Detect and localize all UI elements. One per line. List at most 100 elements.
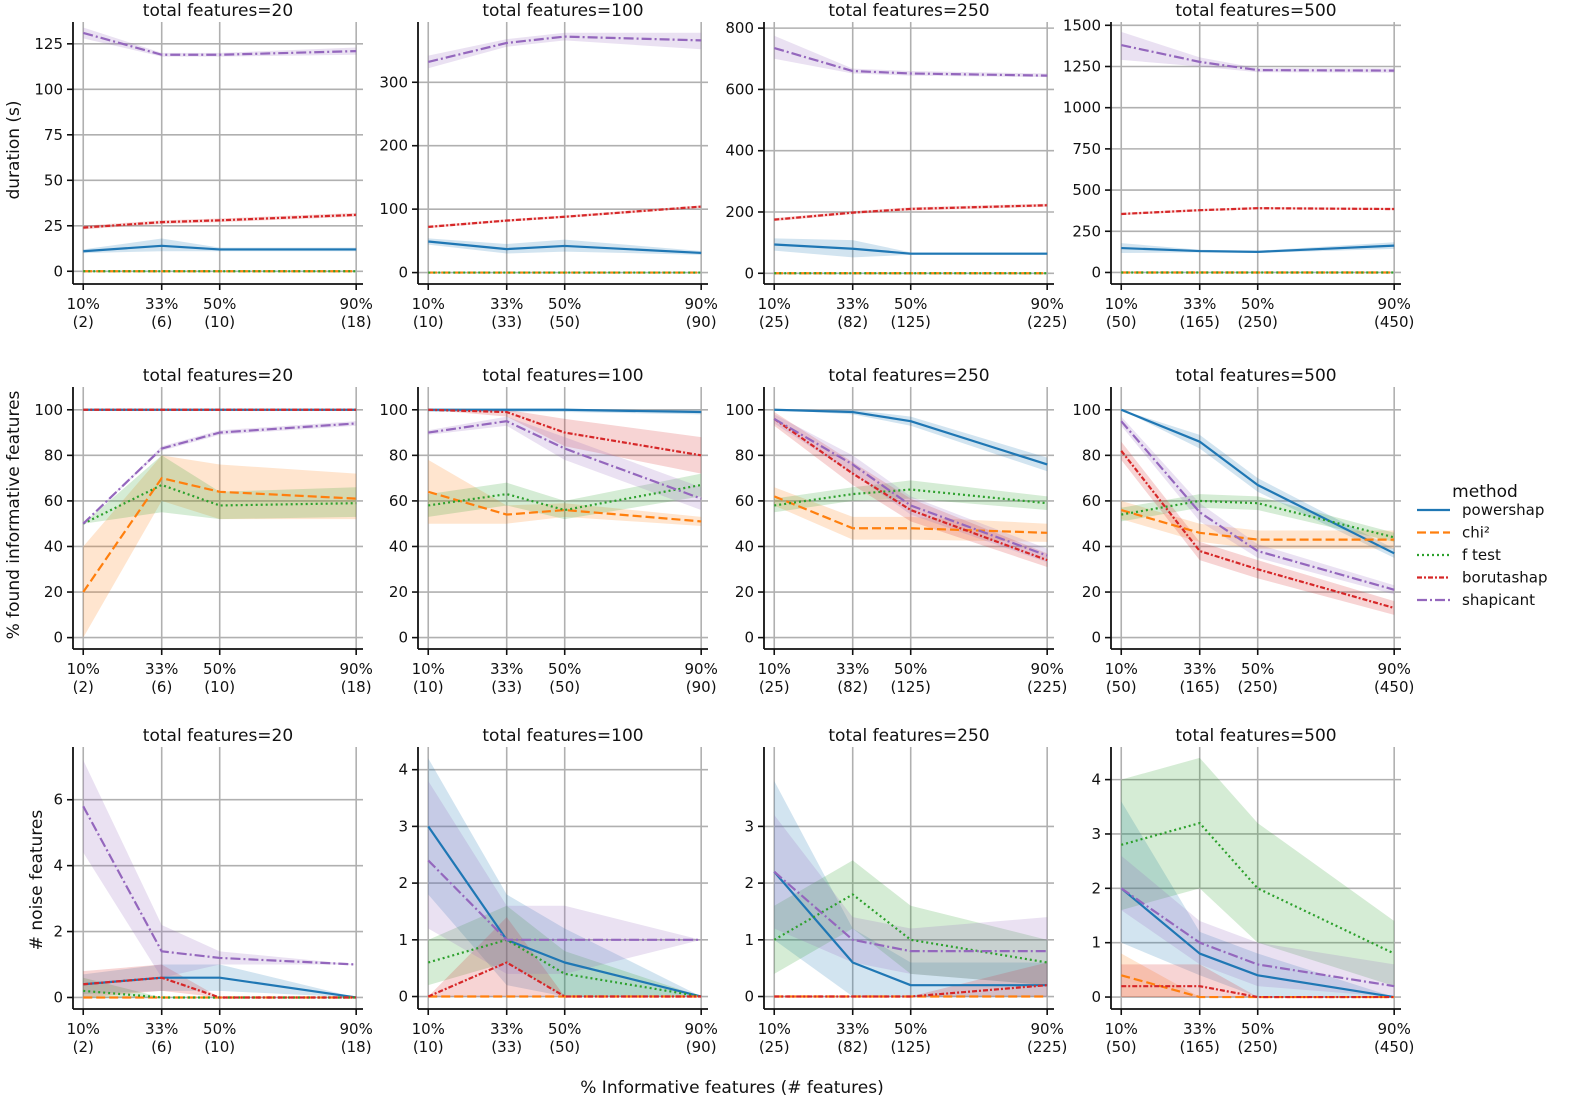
ci-band-powershap: [428, 758, 702, 997]
x-tick-label: 90%: [1031, 660, 1064, 678]
series-line-shapicant: [773, 417, 1048, 557]
x-tick-sublabel: (450): [1374, 1038, 1414, 1056]
x-tick-sublabel: (6): [151, 678, 172, 696]
series-line-borutashap: [1121, 207, 1395, 216]
y-tick-label: 300: [379, 73, 408, 91]
x-tick-label: 50%: [203, 1020, 236, 1038]
x-tick-label: 33%: [145, 660, 178, 678]
x-tick-label: 10%: [758, 295, 791, 313]
ci-band-shapicant: [83, 27, 357, 57]
legend-title: method: [1452, 482, 1518, 502]
x-tick-label: 90%: [685, 660, 718, 678]
x-tick-sublabel: (225): [1027, 313, 1067, 331]
x-tick-sublabel: (225): [1027, 1038, 1067, 1056]
x-tick-label: 90%: [340, 660, 373, 678]
x-tick-label: 50%: [894, 1020, 927, 1038]
x-tick-sublabel: (165): [1180, 313, 1220, 331]
series-line-borutashap: [83, 213, 357, 229]
y-tick-label: 3: [398, 817, 408, 835]
ci-band-powershap: [83, 964, 357, 998]
x-tick-sublabel: (25): [759, 313, 790, 331]
x-tick-sublabel: (10): [413, 678, 444, 696]
y-tick-label: 800: [725, 19, 754, 37]
x-tick-sublabel: (10): [204, 313, 235, 331]
y-tick-label: 2: [744, 874, 754, 892]
y-tick-label: 0: [1091, 263, 1101, 281]
x-tick-label: 90%: [1031, 1020, 1064, 1038]
x-tick-sublabel: (450): [1374, 313, 1414, 331]
series-line-shapicant: [427, 35, 702, 64]
x-tick-sublabel: (50): [549, 1038, 580, 1056]
ci-band-shapicant: [774, 815, 1048, 986]
ci-band-borutashap: [428, 409, 702, 474]
x-tick-label: 33%: [1183, 1020, 1216, 1038]
x-tick-sublabel: (10): [204, 678, 235, 696]
x-tick-label: 10%: [412, 1020, 445, 1038]
y-tick-label: 600: [725, 80, 754, 98]
series-line-borutashap: [1120, 450, 1395, 610]
x-tick-sublabel: (225): [1027, 678, 1067, 696]
series-line-borutashap: [428, 408, 702, 457]
x-tick-sublabel: (33): [491, 678, 522, 696]
y-tick-label: 80: [389, 446, 408, 464]
x-tick-sublabel: (50): [1106, 313, 1137, 331]
y-tick-label: 200: [379, 137, 408, 155]
panel-title: total features=250: [828, 366, 989, 386]
ci-band-ftest: [774, 480, 1048, 513]
series-line-powershap: [1120, 408, 1395, 555]
y-tick-label: 400: [725, 142, 754, 160]
x-tick-label: 10%: [758, 1020, 791, 1038]
ci-band-shapicant: [428, 416, 702, 511]
x-tick-label: 33%: [490, 1020, 523, 1038]
panel-2-2: 0 1 2 3 10%(25) 33%(82) 50%(125) 90%(225) total …: [744, 726, 1067, 1056]
y-tick-label: 1000: [1063, 99, 1101, 117]
x-tick-sublabel: (82): [837, 1038, 868, 1056]
panel-0-2: 0 200 400 600 800 10%(25) 33%(82) 50%(125) 90%(2…: [725, 1, 1067, 331]
series-line-borutashap: [774, 984, 1048, 998]
x-tick-sublabel: (10): [204, 1038, 235, 1056]
x-tick-label: 33%: [145, 295, 178, 313]
x-tick-label: 50%: [548, 295, 581, 313]
y-tick-label: 1: [1091, 934, 1101, 952]
legend-label-borutashap: borutashap: [1462, 569, 1547, 587]
x-tick-label: 33%: [1183, 660, 1216, 678]
y-tick-label: 0: [744, 629, 754, 647]
ci-band-chi2: [1121, 500, 1395, 549]
series-line-powershap: [1121, 244, 1395, 253]
legend-label-powershap: powershap: [1462, 501, 1544, 519]
x-tick-label: 10%: [1105, 295, 1138, 313]
series-line-shapicant: [1120, 420, 1395, 591]
panel-title: total features=500: [1175, 366, 1336, 386]
x-tick-label: 90%: [1031, 295, 1064, 313]
series-line-chi2: [1120, 508, 1395, 541]
x-tick-label: 90%: [1378, 1020, 1411, 1038]
x-tick-label: 90%: [1378, 295, 1411, 313]
x-tick-label: 33%: [1183, 295, 1216, 313]
series-line-shapicant: [428, 420, 702, 500]
panel-1-3: 0 20 40 60 80 100 10%(50) 33%(165) 50%(250) 90%(4…: [1072, 366, 1414, 696]
y-tick-label: 4: [398, 761, 408, 779]
series-line-powershap: [83, 244, 357, 253]
x-tick-label: 50%: [894, 660, 927, 678]
series-line-shapicant: [82, 31, 357, 56]
ci-band-powershap: [1121, 801, 1395, 998]
x-tick-label: 90%: [1378, 660, 1411, 678]
y-tick-label: 20: [389, 583, 408, 601]
row-1-ylabel: % found informative features: [4, 390, 24, 639]
series-line-shapicant: [82, 805, 357, 966]
x-tick-sublabel: (250): [1238, 678, 1278, 696]
x-tick-label: 10%: [1105, 1020, 1138, 1038]
y-tick-label: 2: [398, 874, 408, 892]
y-tick-label: 50: [44, 171, 63, 189]
x-tick-sublabel: (50): [549, 678, 580, 696]
y-tick-label: 0: [744, 988, 754, 1006]
x-tick-sublabel: (125): [891, 313, 931, 331]
series-line-borutashap: [773, 417, 1048, 562]
ci-band-chi2: [1121, 953, 1395, 998]
series-line-shapicant: [82, 422, 357, 525]
series-line-shapicant: [773, 870, 1048, 953]
x-tick-label: 33%: [836, 1020, 869, 1038]
x-tick-sublabel: (2): [73, 313, 94, 331]
y-tick-label: 125: [34, 35, 63, 53]
